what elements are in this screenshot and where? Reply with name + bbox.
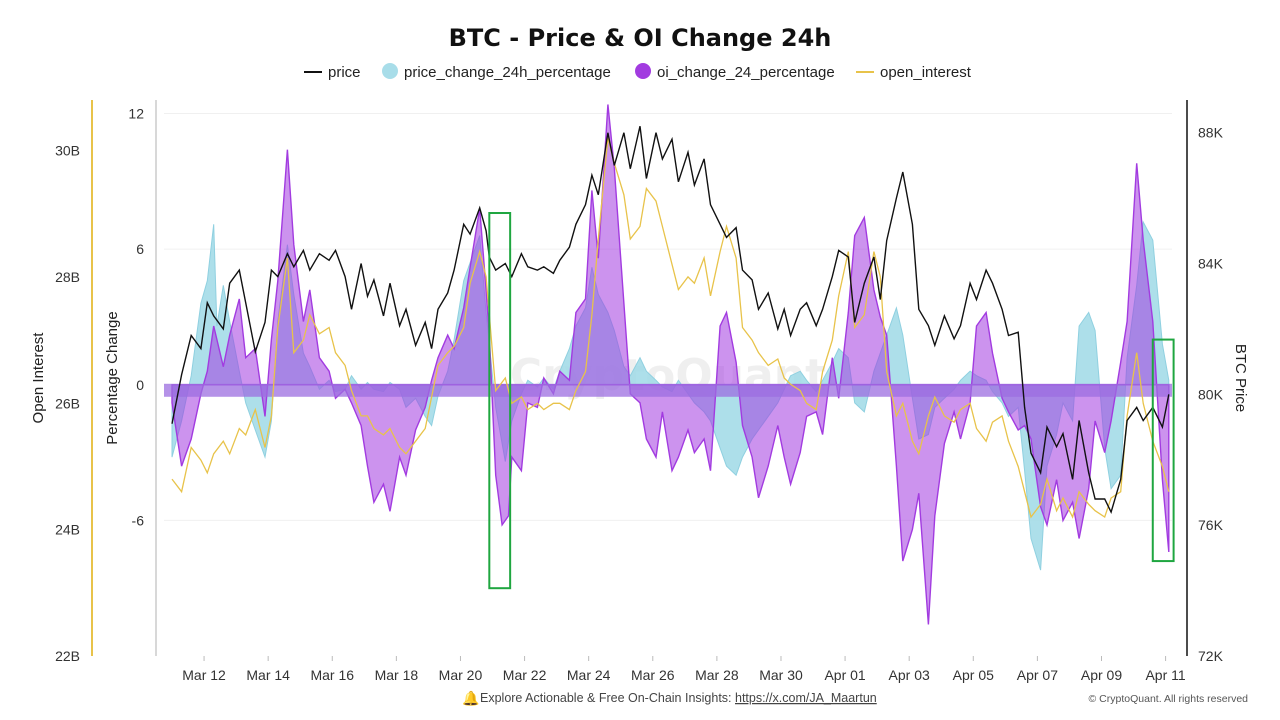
x-tick-0: Mar 12 (182, 667, 226, 683)
legend-oi-change-label: oi_change_24_percentage (657, 64, 835, 81)
x-tick-7: Mar 26 (631, 667, 675, 683)
footer-text: Explore Actionable & Free On-Chain Insig… (480, 691, 877, 705)
plot-area (164, 104, 1172, 625)
legend: price price_change_24h_percentage oi_cha… (304, 63, 972, 81)
legend-price-label: price (328, 64, 361, 81)
open-interest-tick-1: 24B (55, 522, 80, 538)
percentage-tick-1: 0 (136, 377, 144, 393)
btc-price-tick-1: 76K (1198, 517, 1224, 533)
footer-link[interactable]: https://x.com/JA_Maartun (735, 691, 877, 705)
open-interest-tick-3: 28B (55, 269, 80, 285)
percentage-tick-2: 6 (136, 241, 144, 257)
percentage-tick-3: 12 (128, 106, 144, 122)
percentage-change-axis-title: Percentage Change (104, 311, 121, 444)
x-tick-11: Apr 03 (889, 667, 930, 683)
legend-entry-price-change[interactable]: price_change_24h_percentage (382, 63, 611, 81)
btc-price-tick-3: 84K (1198, 256, 1224, 272)
series-price-line (171, 126, 1170, 515)
highlight-boxes (488, 212, 1175, 590)
x-tick-13: Apr 07 (1017, 667, 1058, 683)
x-tick-4: Mar 20 (439, 667, 483, 683)
x-tick-5: Mar 22 (503, 667, 547, 683)
x-tick-2: Mar 16 (310, 667, 354, 683)
btc-price-axis-title: BTC Price (1232, 344, 1249, 412)
grid (164, 113, 1172, 521)
footer-caption: Explore Actionable & Free On-Chain Insig… (480, 691, 735, 705)
axis-ticks: -6 0 6 12 22B 24B 26B 28B 30B 72K 76K 80K 84K 88K Mar … (55, 106, 1223, 683)
x-tick-14: Apr 09 (1081, 667, 1122, 683)
open-interest-tick-4: 30B (55, 143, 80, 159)
btc-price-tick-0: 72K (1198, 648, 1224, 664)
btc-price-tick-2: 80K (1198, 386, 1224, 402)
footer: 🔔 Explore Actionable & Free On-Chain Ins… (462, 690, 1248, 707)
legend-entry-price[interactable]: price (304, 64, 361, 81)
x-tick-12: Apr 05 (953, 667, 994, 683)
legend-open-interest-label: open_interest (880, 64, 972, 81)
legend-oi-change-swatch (635, 63, 651, 79)
x-tick-1: Mar 14 (246, 667, 290, 683)
legend-price-change-swatch (382, 63, 398, 79)
legend-entry-oi-change[interactable]: oi_change_24_percentage (635, 63, 835, 81)
x-tick-3: Mar 18 (375, 667, 419, 683)
x-tick-8: Mar 28 (695, 667, 739, 683)
open-interest-axis-title: Open Interest (30, 332, 47, 424)
bell-icon: 🔔 (462, 690, 479, 707)
highlight-box-0 (488, 212, 512, 590)
copyright: © CryptoQuant. All rights reserved (1089, 693, 1249, 705)
legend-entry-open-interest[interactable]: open_interest (856, 64, 972, 81)
zero-baseline-band (164, 383, 1172, 397)
percentage-tick-0: -6 (132, 512, 145, 528)
open-interest-tick-2: 26B (55, 395, 80, 411)
x-tick-9: Mar 30 (759, 667, 803, 683)
x-tick-6: Mar 24 (567, 667, 611, 683)
open-interest-tick-0: 22B (55, 648, 80, 664)
legend-price-change-label: price_change_24h_percentage (404, 64, 611, 81)
chart-title: BTC - Price & OI Change 24h (449, 24, 832, 52)
btc-price-tick-4: 88K (1198, 125, 1224, 141)
x-tick-10: Apr 01 (824, 667, 865, 683)
x-tick-15: Apr 11 (1145, 667, 1185, 683)
series-open-interest-line (171, 137, 1170, 519)
highlight-box-1 (1151, 338, 1175, 563)
